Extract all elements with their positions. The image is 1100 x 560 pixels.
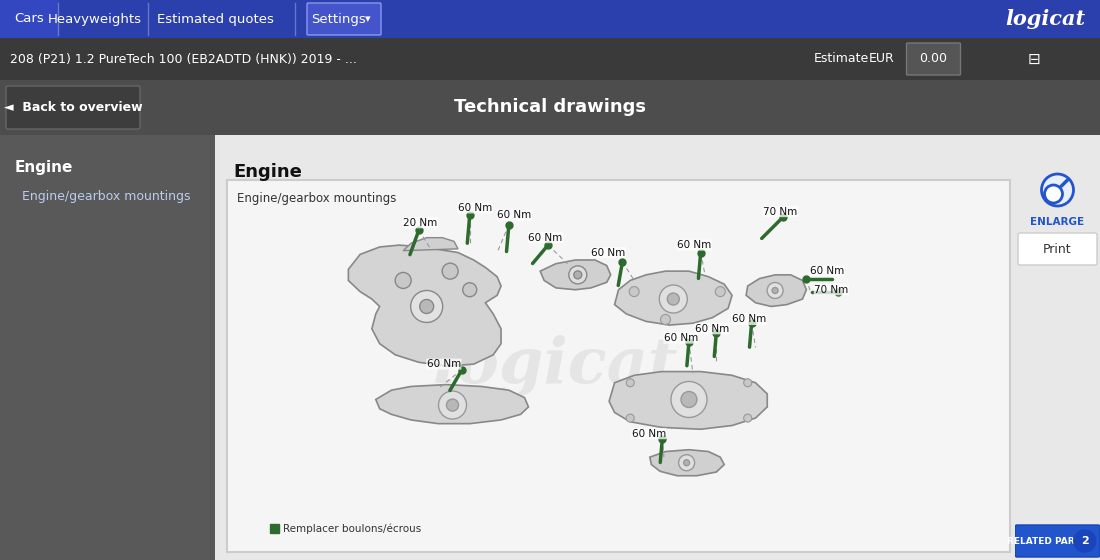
FancyBboxPatch shape [1015,525,1100,557]
Circle shape [1045,185,1063,203]
Text: Remplacer boulons/écrous: Remplacer boulons/écrous [283,523,421,534]
Text: Settings: Settings [310,12,365,26]
Text: 2: 2 [1081,536,1089,546]
Text: ▾: ▾ [365,14,371,24]
Text: 60 Nm: 60 Nm [732,315,767,324]
Circle shape [629,287,639,297]
Circle shape [767,282,783,298]
Text: logicat: logicat [433,335,679,397]
Text: ◄  Back to overview: ◄ Back to overview [3,101,142,114]
Circle shape [660,315,671,324]
Text: Engine: Engine [233,163,301,181]
Polygon shape [746,275,806,306]
Circle shape [1042,174,1074,206]
Circle shape [442,263,459,279]
Text: ENLARGE: ENLARGE [1031,217,1085,227]
Text: logicat: logicat [1005,9,1085,29]
FancyBboxPatch shape [307,3,381,35]
Circle shape [681,391,697,408]
Text: 70 Nm: 70 Nm [763,207,798,217]
Text: ⊟: ⊟ [1027,52,1041,67]
Circle shape [626,414,635,422]
Text: Estimate: Estimate [814,53,869,66]
Text: 60 Nm: 60 Nm [631,429,667,438]
Bar [0,0,58,38]
Text: 60 Nm: 60 Nm [664,333,698,343]
Polygon shape [609,372,768,429]
FancyBboxPatch shape [6,86,140,129]
Circle shape [679,455,694,471]
Text: 60 Nm: 60 Nm [458,203,492,213]
Text: Heavyweights: Heavyweights [48,12,142,26]
Text: RELATED PARTS: RELATED PARTS [1008,536,1087,545]
Text: Engine/gearbox mountings: Engine/gearbox mountings [22,190,190,203]
Text: 60 Nm: 60 Nm [427,359,461,369]
Circle shape [1074,530,1096,552]
Text: 70 Nm: 70 Nm [814,284,848,295]
Polygon shape [615,271,732,325]
Text: 60 Nm: 60 Nm [528,232,563,242]
Circle shape [671,381,707,418]
Circle shape [744,414,751,422]
Circle shape [715,287,725,297]
Polygon shape [349,245,500,366]
Circle shape [744,379,751,387]
Circle shape [626,379,635,387]
Polygon shape [650,450,724,476]
Circle shape [447,399,459,411]
Text: 60 Nm: 60 Nm [811,266,845,276]
Text: Cars: Cars [14,12,44,26]
Text: 60 Nm: 60 Nm [695,324,729,334]
Text: 20 Nm: 20 Nm [404,218,438,228]
Polygon shape [404,237,458,251]
Text: 60 Nm: 60 Nm [591,248,625,258]
Text: 60 Nm: 60 Nm [497,211,531,220]
Circle shape [659,285,688,313]
Text: 0.00: 0.00 [920,53,947,66]
Polygon shape [540,260,611,290]
FancyBboxPatch shape [906,43,960,75]
Circle shape [463,283,476,297]
Circle shape [395,273,411,288]
FancyBboxPatch shape [1018,233,1097,265]
Circle shape [574,271,582,279]
Circle shape [683,460,690,466]
FancyBboxPatch shape [227,180,1010,552]
Text: EUR: EUR [869,53,894,66]
Circle shape [420,300,433,314]
Polygon shape [376,385,528,424]
Circle shape [410,291,442,323]
Circle shape [772,287,778,293]
Text: Print: Print [1043,242,1071,255]
Circle shape [439,391,466,419]
Text: 60 Nm: 60 Nm [678,240,712,250]
Circle shape [569,266,586,284]
Text: 208 (P21) 1.2 PureTech 100 (EB2ADTD (HNK)) 2019 - ...: 208 (P21) 1.2 PureTech 100 (EB2ADTD (HNK… [10,53,356,66]
Text: Engine: Engine [15,160,74,175]
Text: Engine/gearbox mountings: Engine/gearbox mountings [236,192,396,205]
Text: Estimated quotes: Estimated quotes [156,12,274,26]
Bar [271,524,279,533]
Text: Technical drawings: Technical drawings [454,99,646,116]
Circle shape [668,293,680,305]
